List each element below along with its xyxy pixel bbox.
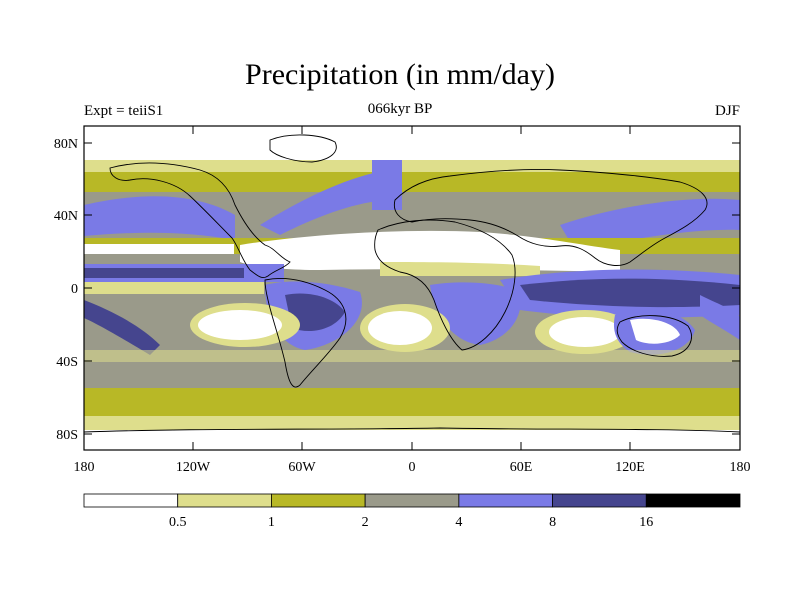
natlantic-core [372, 160, 402, 210]
lon-label: 60W [288, 460, 316, 475]
satlantic-dry-oval [368, 311, 432, 345]
period-label: 066kyr BP [367, 101, 433, 117]
lon-labels: 180 120W 60W 0 60E 120E 180 [74, 460, 751, 475]
map-title: Precipitation (in mm/day) [245, 58, 555, 91]
natlantic-storm-track [260, 170, 395, 235]
antarctic-dry-band [84, 430, 740, 450]
central-africa-wet-zone [430, 282, 521, 345]
lon-ticks [83, 126, 741, 450]
warm-pool-core [520, 278, 740, 308]
lon-label: 0 [409, 460, 416, 475]
colorbar-labels: 0.5 1 2 4 8 16 [169, 515, 653, 530]
eurasia-outline [393, 169, 708, 266]
sepacific-dry-oval [198, 310, 282, 340]
npacific-dry-patch [84, 244, 234, 254]
colorbar [83, 493, 741, 508]
lon-label: 60E [510, 460, 533, 475]
wpacific-storm-track [560, 198, 740, 250]
colorbar-swatch [645, 493, 741, 508]
epacific-itcz-core [84, 268, 244, 278]
north-mid-band [84, 172, 740, 192]
lon-label: 120E [615, 460, 645, 475]
epacific-south-transition [84, 282, 264, 294]
precipitation-field [84, 126, 740, 450]
antarctica-outline [84, 427, 740, 433]
lon-label: 120W [176, 460, 211, 475]
lat-label: 40N [54, 209, 78, 224]
south-mid-band [84, 388, 740, 418]
colorbar-swatch [271, 493, 366, 508]
southern-storm-track [84, 362, 740, 388]
south-america-outline [264, 278, 347, 388]
colorbar-swatch [177, 493, 272, 508]
lat-ticks [84, 142, 740, 435]
southern-transition-band [84, 350, 740, 362]
sindian-dry-oval [549, 317, 621, 347]
colorbar-swatch [83, 493, 179, 508]
colorbar-label: 0.5 [169, 515, 187, 530]
sahara-dry-zone [240, 230, 620, 272]
npacific-storm-track [84, 196, 235, 240]
colorbar-label: 8 [549, 515, 556, 530]
colorbar-swatch [458, 493, 553, 508]
australia-dry-interior [630, 318, 680, 344]
colorbar-label: 16 [639, 515, 653, 530]
lat-label: 40S [56, 355, 78, 370]
lat-label: 80S [56, 428, 78, 443]
north-america-outline [109, 162, 291, 279]
lon-label: 180 [730, 460, 751, 475]
season-label: DJF [714, 103, 740, 119]
spcz-west [700, 295, 740, 340]
lat-label: 0 [71, 282, 78, 297]
experiment-label: Expt = teiiS1 [84, 103, 164, 119]
amazon-core [285, 293, 345, 332]
africa-outline [374, 219, 516, 351]
greenland-outline [269, 134, 337, 163]
colorbar-label: 2 [362, 515, 369, 530]
lat-labels: 80N 40N 0 40S 80S [54, 137, 78, 443]
north-light-band [84, 160, 740, 174]
colorbar-swatch [364, 493, 460, 508]
colorbar-label: 4 [455, 515, 462, 530]
south-light-band [84, 416, 740, 432]
lon-label: 180 [74, 460, 95, 475]
lat-label: 80N [54, 137, 78, 152]
australia-outline [616, 315, 692, 357]
spcz-core [84, 300, 160, 355]
sahel-transition [380, 262, 540, 276]
colorbar-label: 1 [268, 515, 275, 530]
coastlines [84, 134, 740, 433]
colorbar-swatch [552, 493, 647, 508]
